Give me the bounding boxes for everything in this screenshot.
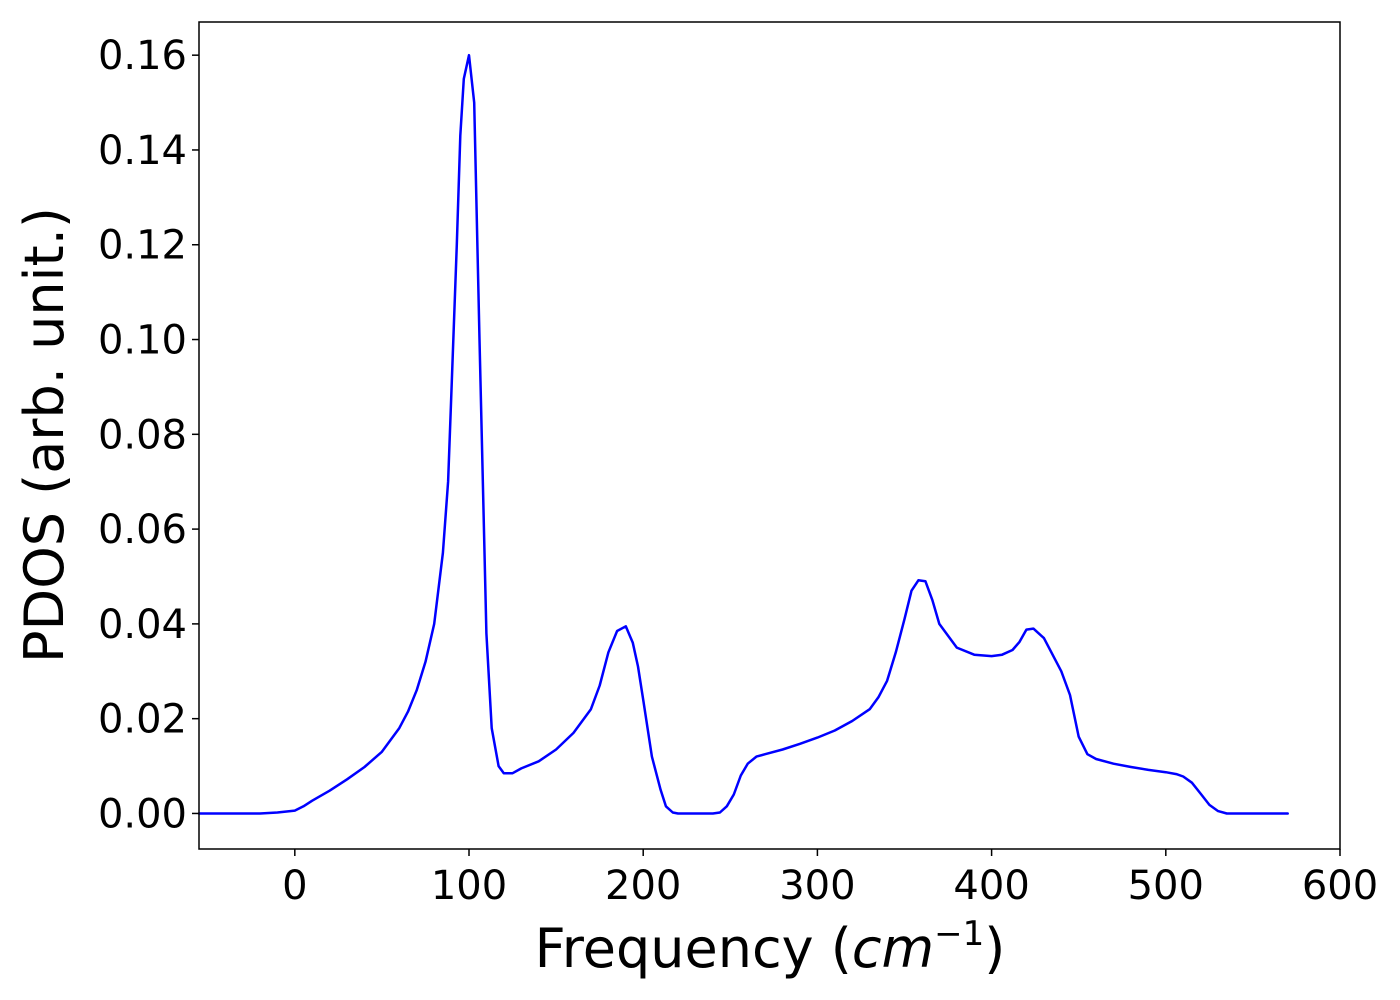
x-tick-label: 400 (953, 863, 1029, 909)
y-tick-label: 0.04 (98, 602, 187, 648)
series-layer (197, 53, 1289, 815)
pdos-series-line (197, 53, 1289, 815)
y-axis-ticks: 0.00 0.02 0.04 0.06 0.08 0.10 0.12 0.14 0.16 (98, 33, 199, 837)
x-tick-label: 0 (282, 863, 307, 909)
x-axis-ticks: 0 100 200 300 400 500 600 (282, 849, 1378, 909)
y-tick-label: 0.16 (98, 33, 187, 79)
y-axis-label: PDOS (arb. unit.) (13, 207, 76, 663)
x-tick-label: 500 (1128, 863, 1204, 909)
y-tick-label: 0.02 (98, 697, 187, 743)
plot-frame (198, 21, 1341, 850)
y-tick-label: 0.06 (98, 507, 187, 553)
y-tick-label: 0.08 (98, 412, 187, 458)
y-tick-label: 0.14 (98, 128, 187, 174)
y-tick-label: 0.10 (98, 318, 187, 364)
x-axis-label: Frequency (cm−1) (535, 914, 1006, 980)
x-tick-label: 300 (779, 863, 855, 909)
x-tick-label: 100 (431, 863, 507, 909)
y-tick-label: 0.12 (98, 223, 187, 269)
x-tick-label: 200 (605, 863, 681, 909)
y-tick-label: 0.00 (98, 791, 187, 837)
x-tick-label: 600 (1302, 863, 1378, 909)
